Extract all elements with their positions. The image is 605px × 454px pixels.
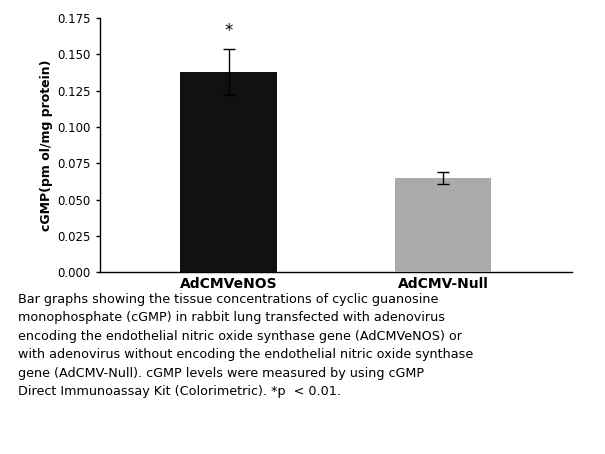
Bar (394, 178, 491, 272)
Text: Bar graphs showing the tissue concentrations of cyclic guanosine
monophosphate (: Bar graphs showing the tissue concentrat… (18, 293, 473, 398)
Y-axis label: cGMP(pm ol/mg protein): cGMP(pm ol/mg protein) (40, 59, 53, 231)
Text: *: * (224, 22, 233, 40)
Bar (180, 72, 277, 272)
